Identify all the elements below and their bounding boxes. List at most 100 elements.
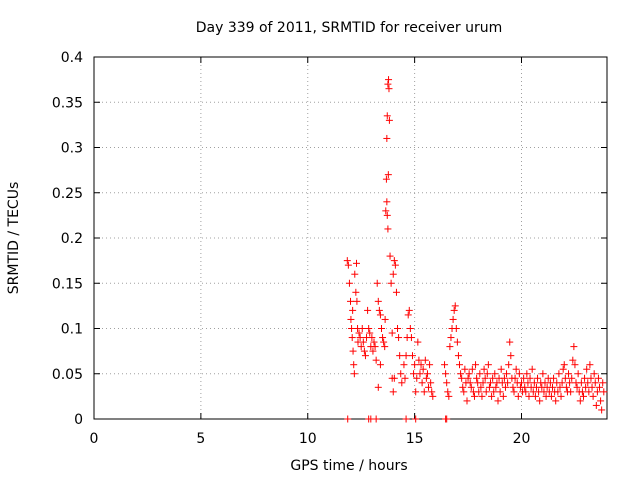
data-point bbox=[413, 374, 421, 382]
data-point bbox=[421, 356, 429, 364]
data-point bbox=[420, 388, 428, 396]
data-point bbox=[510, 388, 518, 396]
chart-title: Day 339 of 2011, SRMTID for receiver uru… bbox=[196, 20, 503, 36]
data-point bbox=[515, 370, 523, 378]
x-tick-label: 5 bbox=[196, 431, 205, 447]
y-tick-label: 0.1 bbox=[61, 322, 83, 338]
data-point bbox=[562, 383, 570, 391]
data-point bbox=[400, 361, 408, 369]
data-point bbox=[381, 315, 389, 323]
data-point bbox=[573, 383, 581, 391]
data-point bbox=[578, 388, 586, 396]
data-point bbox=[371, 343, 379, 351]
data-point bbox=[427, 379, 435, 387]
data-point bbox=[382, 207, 390, 215]
data-point bbox=[442, 370, 450, 378]
data-point bbox=[528, 365, 536, 373]
data-point bbox=[358, 325, 366, 332]
data-point bbox=[501, 383, 509, 391]
data-point bbox=[577, 379, 585, 387]
data-point bbox=[492, 383, 500, 391]
data-point bbox=[390, 374, 398, 382]
data-point bbox=[348, 334, 356, 342]
data-point bbox=[411, 361, 419, 369]
data-point bbox=[389, 388, 397, 396]
data-point bbox=[377, 325, 385, 332]
data-point bbox=[588, 383, 596, 391]
data-point bbox=[405, 306, 413, 314]
data-point bbox=[384, 80, 392, 88]
data-point bbox=[365, 325, 373, 332]
data-point bbox=[487, 379, 495, 387]
data-point bbox=[449, 315, 457, 323]
data-point bbox=[349, 306, 357, 314]
data-point bbox=[539, 370, 547, 378]
data-point bbox=[579, 392, 587, 400]
data-point bbox=[397, 370, 405, 378]
data-point bbox=[503, 370, 511, 378]
data-point bbox=[592, 401, 600, 409]
data-point bbox=[554, 388, 562, 396]
data-point bbox=[444, 388, 452, 396]
data-point bbox=[571, 361, 579, 369]
data-point bbox=[478, 392, 486, 400]
data-point bbox=[586, 361, 594, 369]
data-point bbox=[384, 171, 392, 179]
data-point bbox=[372, 415, 380, 423]
data-point bbox=[361, 352, 369, 360]
data-point bbox=[582, 383, 590, 391]
data-point bbox=[415, 356, 423, 364]
data-point bbox=[349, 347, 357, 355]
data-point bbox=[394, 325, 402, 332]
data-point bbox=[494, 397, 502, 405]
data-point bbox=[344, 261, 352, 269]
data-point bbox=[583, 365, 591, 373]
data-point bbox=[412, 388, 420, 396]
x-tick-labels: 0 5 10 15 20 bbox=[90, 431, 531, 447]
data-point bbox=[356, 334, 364, 342]
data-point bbox=[391, 261, 399, 269]
data-point bbox=[428, 388, 436, 396]
data-point bbox=[511, 374, 519, 382]
data-point bbox=[576, 397, 584, 405]
data-point bbox=[372, 356, 380, 364]
data-point bbox=[585, 388, 593, 396]
data-point bbox=[591, 379, 599, 387]
data-point bbox=[534, 374, 542, 382]
data-point bbox=[566, 379, 574, 387]
y-tick-label: 0.3 bbox=[61, 141, 83, 157]
data-point bbox=[558, 379, 566, 387]
data-point bbox=[374, 383, 382, 391]
data-point bbox=[470, 392, 478, 400]
data-point bbox=[406, 325, 414, 332]
data-point bbox=[485, 383, 493, 391]
data-point bbox=[402, 352, 410, 360]
data-point bbox=[458, 374, 466, 382]
data-point bbox=[460, 388, 468, 396]
data-point bbox=[518, 379, 525, 387]
data-point bbox=[373, 279, 381, 287]
data-point bbox=[376, 311, 384, 319]
data-point bbox=[548, 383, 556, 391]
data-point bbox=[348, 325, 356, 332]
data-point bbox=[364, 306, 372, 314]
data-point bbox=[385, 76, 393, 84]
data-point bbox=[390, 257, 398, 265]
data-point bbox=[589, 392, 597, 400]
data-point bbox=[429, 392, 437, 400]
y-tick-label: 0.15 bbox=[52, 276, 83, 292]
data-point bbox=[370, 338, 378, 346]
x-tick-label: 20 bbox=[513, 431, 531, 447]
data-point bbox=[376, 361, 384, 369]
data-point bbox=[507, 352, 515, 360]
data-point bbox=[366, 329, 374, 337]
data-point bbox=[408, 352, 416, 360]
data-point bbox=[385, 85, 393, 93]
data-point bbox=[587, 374, 595, 382]
data-point bbox=[355, 329, 363, 337]
data-point bbox=[496, 388, 504, 396]
data-point bbox=[509, 383, 517, 391]
data-point bbox=[523, 370, 531, 378]
data-point bbox=[351, 270, 359, 278]
